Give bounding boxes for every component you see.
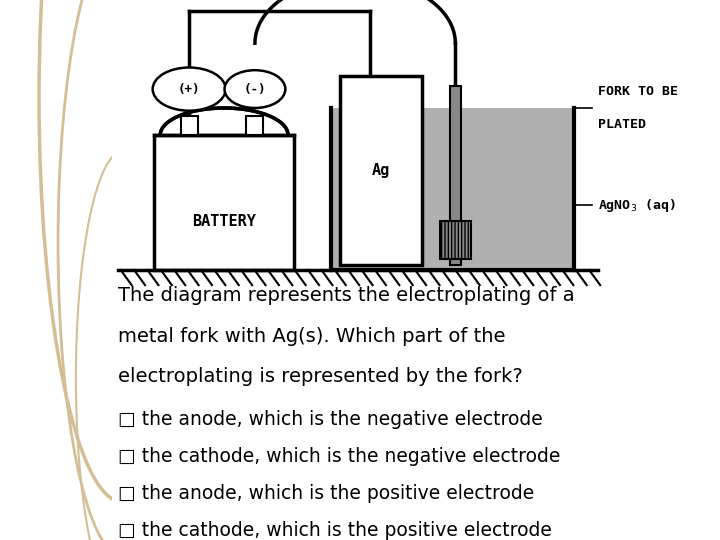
Bar — [450, 86, 461, 265]
Text: BATTERY: BATTERY — [192, 214, 256, 229]
Text: □ the cathode, which is the negative electrode: □ the cathode, which is the negative ele… — [117, 447, 560, 466]
Text: metal fork with Ag(s). Which part of the: metal fork with Ag(s). Which part of the — [117, 327, 505, 346]
Text: electroplating is represented by the fork?: electroplating is represented by the for… — [117, 367, 523, 386]
Text: (-): (-) — [243, 83, 266, 96]
Text: PLATED: PLATED — [598, 118, 647, 131]
Bar — [340, 76, 422, 265]
Text: Ag: Ag — [372, 163, 390, 178]
Text: FORK TO BE: FORK TO BE — [598, 85, 678, 98]
Text: (+): (+) — [178, 83, 200, 96]
Text: □ the cathode, which is the positive electrode: □ the cathode, which is the positive ele… — [117, 521, 552, 539]
Bar — [154, 135, 294, 270]
Ellipse shape — [225, 70, 285, 108]
Text: AgNO$_3$ (aq): AgNO$_3$ (aq) — [598, 197, 676, 214]
Bar — [246, 116, 264, 135]
Bar — [330, 108, 574, 270]
Text: The diagram represents the electroplating of a: The diagram represents the electroplatin… — [117, 286, 575, 305]
Bar — [181, 116, 198, 135]
Ellipse shape — [153, 68, 225, 111]
Text: □ the anode, which is the positive electrode: □ the anode, which is the positive elect… — [117, 484, 534, 503]
Bar — [440, 221, 471, 259]
Text: □ the anode, which is the negative electrode: □ the anode, which is the negative elect… — [117, 410, 542, 429]
